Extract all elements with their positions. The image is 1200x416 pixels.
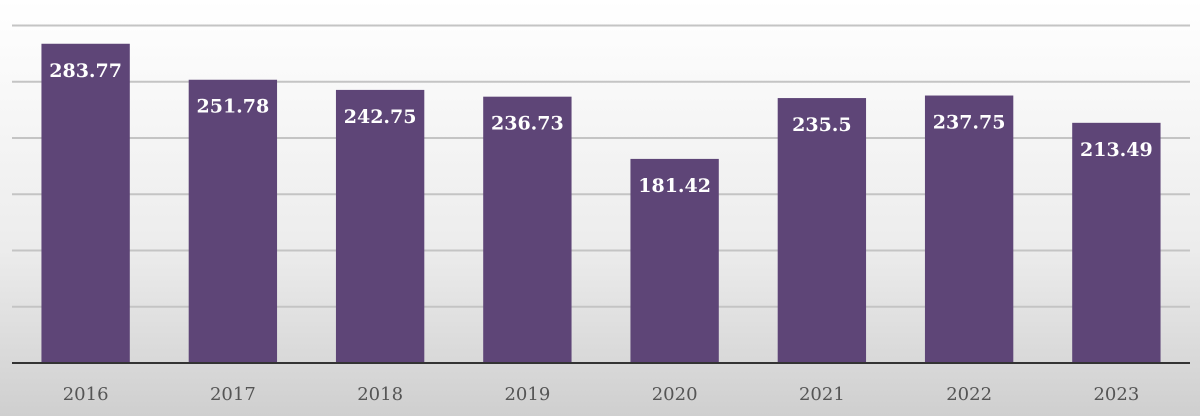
bar xyxy=(630,158,719,363)
x-tick-label: 2021 xyxy=(799,384,845,405)
bar xyxy=(188,79,278,363)
x-tick-label: 2022 xyxy=(946,384,992,405)
bar xyxy=(483,96,572,364)
value-label: 236.73 xyxy=(491,113,564,135)
x-tick-label: 2017 xyxy=(210,384,256,405)
value-label: 213.49 xyxy=(1080,139,1153,161)
value-label: 181.42 xyxy=(638,175,711,197)
bar xyxy=(924,95,1014,363)
x-tick-label: 2018 xyxy=(357,384,403,405)
value-label: 235.5 xyxy=(792,114,852,136)
bar xyxy=(1072,122,1161,363)
bar xyxy=(41,43,130,363)
value-label: 242.75 xyxy=(344,106,417,128)
x-tick-label: 2023 xyxy=(1093,384,1139,405)
x-tick-label: 2019 xyxy=(504,384,550,405)
value-label: 283.77 xyxy=(49,60,122,82)
x-tick-label: 2016 xyxy=(63,384,109,405)
x-tick-label: 2020 xyxy=(652,384,698,405)
value-label: 251.78 xyxy=(197,96,270,118)
bar xyxy=(777,98,867,363)
bar xyxy=(335,89,425,363)
value-label: 237.75 xyxy=(933,112,1006,134)
